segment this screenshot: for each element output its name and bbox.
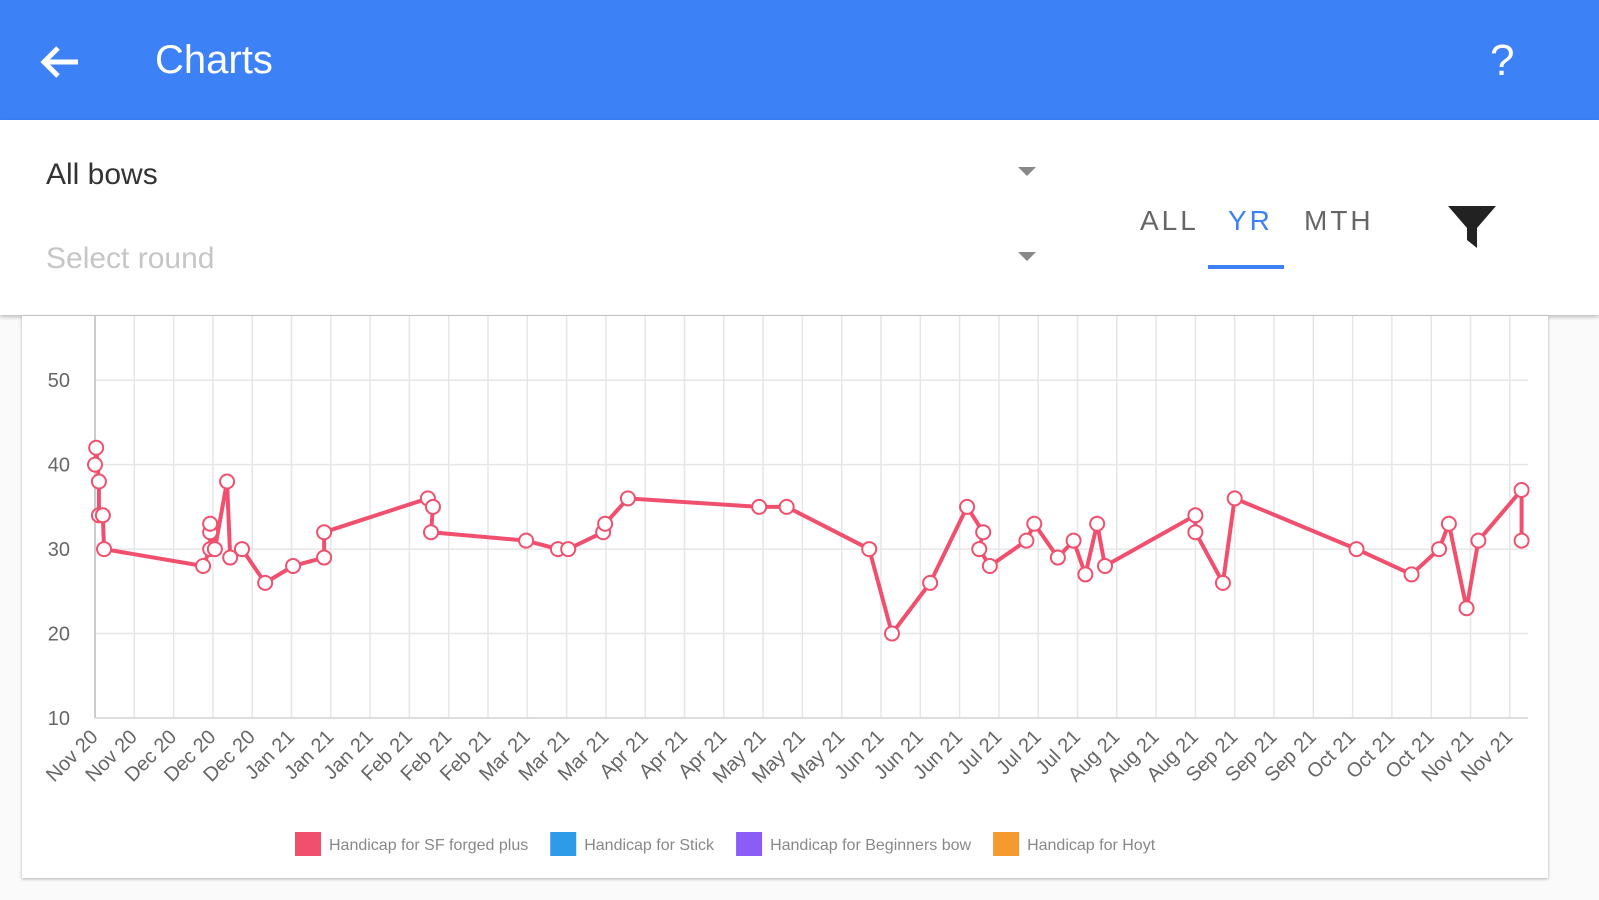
legend-label: Handicap for Hoyt xyxy=(1027,837,1156,854)
data-point xyxy=(959,498,976,515)
data-point xyxy=(1187,507,1204,524)
data-point xyxy=(219,473,236,490)
dropdown-caret[interactable] xyxy=(1018,252,1036,261)
legend-swatch xyxy=(295,832,321,856)
bow-dropdown[interactable]: All bows xyxy=(46,158,158,191)
data-point xyxy=(1187,524,1204,541)
data-point xyxy=(285,557,302,574)
filter-button[interactable] xyxy=(1446,204,1498,252)
data-point xyxy=(1513,532,1530,549)
data-point xyxy=(424,498,441,515)
data-point xyxy=(619,490,636,507)
y-tick-label: 50 xyxy=(48,370,70,392)
data-point xyxy=(981,557,998,574)
data-point xyxy=(96,541,113,558)
data-point xyxy=(94,507,111,524)
data-point xyxy=(1403,566,1420,583)
legend-swatch xyxy=(550,832,577,856)
data-point xyxy=(257,574,274,591)
data-point xyxy=(316,524,333,541)
data-point xyxy=(597,515,614,532)
legend-label: Handicap for Beginners bow xyxy=(770,837,971,854)
data-point xyxy=(1089,515,1106,532)
data-point xyxy=(560,541,577,558)
app-title: Charts xyxy=(155,38,273,82)
data-point xyxy=(1513,481,1530,498)
data-point xyxy=(222,549,239,566)
data-point xyxy=(316,549,333,566)
data-point xyxy=(1026,515,1043,532)
round-dropdown[interactable]: Select round xyxy=(46,242,215,275)
data-point xyxy=(1226,490,1243,507)
chart-card: 10 20 30 40 50 Nov 20 Nov 20 Dec 20 Dec 20 Dec 20… xyxy=(22,316,1548,878)
app-bar: Charts ? xyxy=(0,0,1599,120)
data-point xyxy=(1049,549,1066,566)
dropdown-caret[interactable] xyxy=(1018,167,1036,176)
x-tick-label: Jul 21 xyxy=(953,726,1006,779)
back-button[interactable] xyxy=(38,40,82,84)
data-point xyxy=(884,625,901,642)
legend-swatch xyxy=(736,832,763,856)
data-point xyxy=(233,541,250,558)
help-button[interactable]: ? xyxy=(1490,36,1515,85)
range-tab[interactable]: MTH xyxy=(1304,205,1374,236)
y-tick-label: 10 xyxy=(48,708,70,730)
data-point xyxy=(1348,541,1365,558)
data-point xyxy=(922,574,939,591)
data-point xyxy=(1018,532,1035,549)
y-tick-label: 30 xyxy=(48,539,70,561)
data-point xyxy=(778,498,795,515)
data-point xyxy=(1097,557,1114,574)
data-point xyxy=(90,473,107,490)
y-tick-label: 20 xyxy=(48,624,70,646)
data-point xyxy=(88,439,105,456)
range-tab[interactable]: ALL xyxy=(1140,205,1199,236)
data-point xyxy=(206,541,223,558)
range-tab[interactable]: YR xyxy=(1228,205,1273,236)
data-point xyxy=(1470,532,1487,549)
data-point xyxy=(1458,600,1475,617)
data-point xyxy=(1065,532,1082,549)
data-point xyxy=(1214,574,1231,591)
data-point xyxy=(861,541,878,558)
legend-swatch xyxy=(993,832,1020,856)
data-point xyxy=(195,557,212,574)
data-point xyxy=(1077,566,1094,583)
data-point xyxy=(971,541,988,558)
data-point xyxy=(87,456,103,473)
data-point xyxy=(1440,515,1457,532)
filter-panel: All bows Select round ALL YR MTH xyxy=(0,120,1599,315)
data-point xyxy=(751,498,768,515)
data-point xyxy=(202,515,219,532)
legend-label: Handicap for SF forged plus xyxy=(329,837,528,854)
x-tick-label: Jul 21 xyxy=(992,726,1045,779)
data-point xyxy=(975,524,992,541)
data-point xyxy=(518,532,535,549)
y-tick-label: 40 xyxy=(48,455,70,477)
tab-indicator xyxy=(1208,265,1284,269)
data-point xyxy=(423,524,440,541)
series-line xyxy=(93,445,1524,636)
legend-label: Handicap for Stick xyxy=(584,837,715,854)
data-point xyxy=(1431,541,1448,558)
